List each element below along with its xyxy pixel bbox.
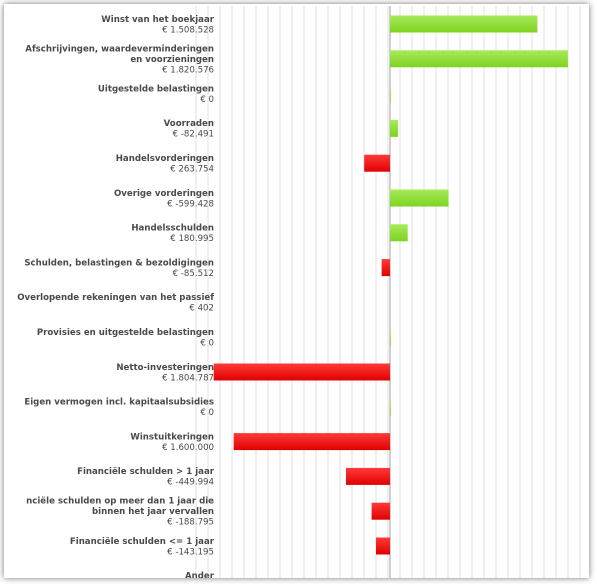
category-label: Overige vorderingen: [114, 189, 214, 199]
cashflow-chart: Winst van het boekjaar€ 1.508.528 Afschri…: [17, 6, 581, 578]
category-label: Afschrijvingen, waardeverminderingen: [25, 44, 214, 54]
bar[interactable]: [390, 85, 391, 103]
bar[interactable]: [213, 363, 390, 381]
value-label: € 263.754: [170, 164, 214, 174]
value-label: € 0: [200, 95, 214, 105]
bar[interactable]: [371, 502, 390, 520]
category-label: Uitgestelde belastingen: [98, 84, 214, 94]
category-label: Handelsvorderingen: [116, 154, 214, 164]
category-label: Schulden, belastingen & bezoldigingen: [24, 258, 214, 268]
category-label: Financiële schulden <= 1 jaar: [70, 537, 215, 547]
bar[interactable]: [364, 154, 390, 172]
chart-frame: Winst van het boekjaar € 1.508.528 Afschri…: [4, 4, 589, 578]
value-label: € -85.512: [173, 269, 214, 279]
category-label: Voorraden: [164, 119, 214, 129]
bar[interactable]: [390, 119, 399, 137]
bar[interactable]: [233, 433, 390, 451]
value-label: € 1.820.576: [162, 65, 214, 75]
category-label: Handelsschulden: [131, 224, 214, 234]
bars: [213, 15, 568, 555]
category-label: Winst van het boekjaar: [101, 15, 214, 25]
category-label: Overlopende rekeningen van het passief: [17, 293, 214, 303]
value-label: € -82.491: [173, 130, 214, 140]
category-label: nciële schulden op meer dan 1 jaar die: [26, 497, 214, 507]
category-label: en voorzieningen: [130, 55, 214, 65]
value-label: € 0: [200, 408, 214, 418]
bar[interactable]: [346, 467, 390, 485]
category-label: Eigen vermogen incl. kapitaalsubsidies: [24, 398, 214, 408]
value-label: € -599.428: [167, 199, 214, 209]
value-label: € 1.804.787: [162, 373, 214, 383]
bar[interactable]: [390, 328, 391, 346]
value-label: € 1.600.000: [162, 443, 214, 453]
bar[interactable]: [390, 15, 538, 33]
category-label: Ander: [185, 572, 215, 578]
bar[interactable]: [381, 259, 390, 277]
category-label: Netto-investeringen: [116, 363, 214, 373]
grid-lines: [195, 6, 581, 578]
value-label: € -188.795: [167, 518, 214, 528]
category-label: Financiële schulden > 1 jaar: [77, 467, 215, 477]
value-label: € 180.995: [170, 234, 214, 244]
bar[interactable]: [376, 537, 390, 555]
bar[interactable]: [390, 50, 568, 68]
value-label: € 402: [189, 304, 214, 314]
value-label: € -449.994: [167, 478, 214, 488]
category-label: binnen het jaar vervallen: [92, 507, 214, 517]
bar[interactable]: [390, 398, 391, 416]
category-labels: Winst van het boekjaar€ 1.508.528 Afschri…: [17, 15, 215, 578]
value-label: € 1.508.528: [162, 25, 214, 35]
category-label: Winstuitkeringen: [130, 432, 214, 442]
bar[interactable]: [390, 189, 449, 207]
category-label: Provisies en uitgestelde belastingen: [37, 328, 214, 338]
value-label: € -143.195: [167, 547, 214, 557]
value-label: € 0: [200, 338, 214, 348]
bar[interactable]: [390, 224, 408, 242]
